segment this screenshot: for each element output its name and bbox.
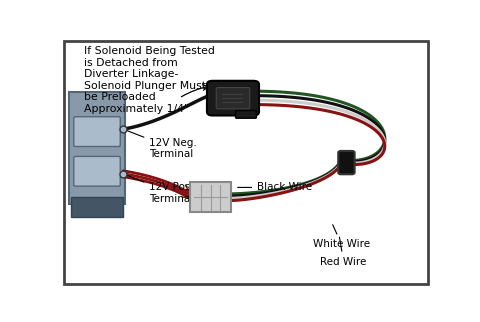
FancyBboxPatch shape [216, 88, 250, 109]
Text: 12V Neg.
Terminal: 12V Neg. Terminal [126, 130, 197, 159]
Text: If Solenoid Being Tested
is Detached from
Diverter Linkage-
Solenoid Plunger Mus: If Solenoid Being Tested is Detached fro… [84, 46, 215, 114]
Text: Black Wire: Black Wire [238, 182, 312, 193]
FancyBboxPatch shape [74, 117, 120, 147]
Text: Red Wire: Red Wire [321, 237, 367, 267]
FancyBboxPatch shape [190, 183, 231, 212]
FancyBboxPatch shape [236, 110, 256, 118]
FancyBboxPatch shape [338, 151, 355, 174]
FancyBboxPatch shape [207, 81, 259, 116]
FancyBboxPatch shape [69, 92, 125, 204]
FancyBboxPatch shape [74, 156, 120, 186]
Text: 12V Pos.
Terminal: 12V Pos. Terminal [126, 175, 194, 204]
Text: White Wire: White Wire [313, 225, 370, 250]
Bar [71, 197, 123, 217]
